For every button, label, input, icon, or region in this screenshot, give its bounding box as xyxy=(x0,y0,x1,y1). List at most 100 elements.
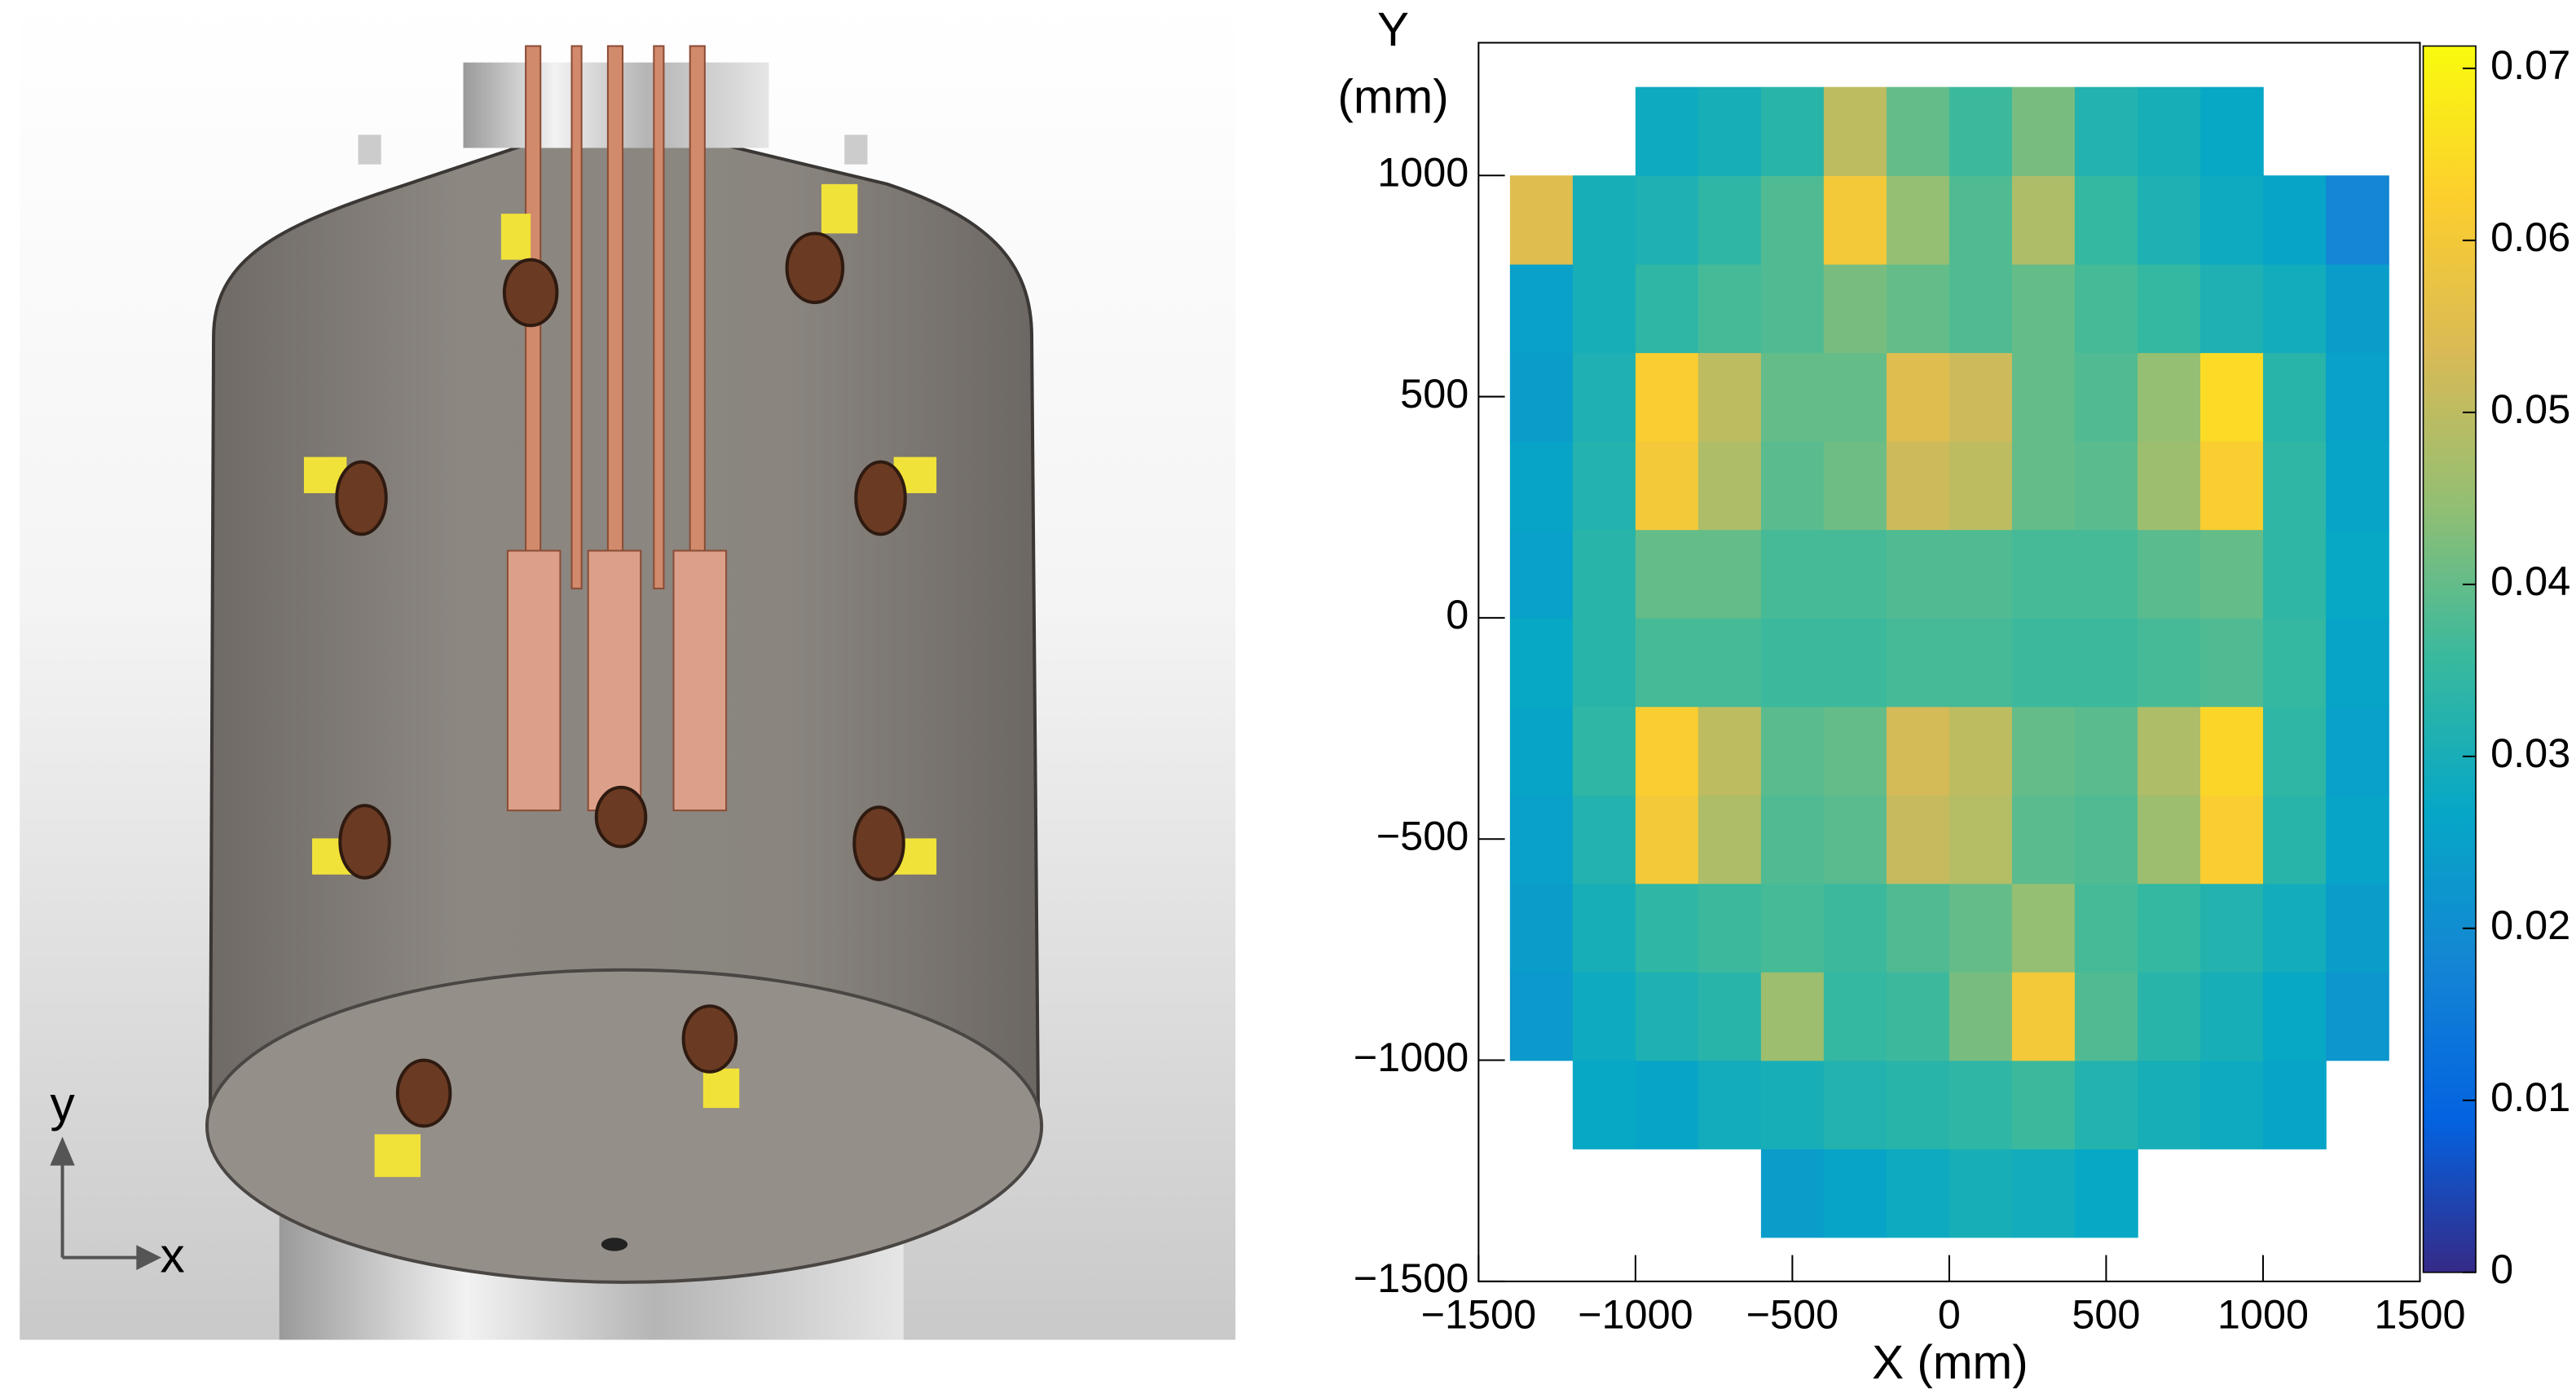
y-axis-title: Y xyxy=(1377,3,1409,56)
pmt-base xyxy=(501,214,531,259)
heatmap-cell xyxy=(2200,352,2264,441)
heatmap-cell xyxy=(2012,972,2076,1061)
render-x-label: x xyxy=(161,1228,185,1283)
heatmap-cell xyxy=(2326,883,2389,972)
heatmap-cell xyxy=(1949,883,2013,972)
heatmap-cell xyxy=(1698,264,1762,353)
heatmap-cell xyxy=(1573,1061,1636,1149)
heatmap-cell xyxy=(1887,264,1950,353)
heatmap-cell xyxy=(2075,618,2138,707)
heatmap-cell xyxy=(1636,441,1699,530)
module xyxy=(508,551,561,811)
heatmap-cell xyxy=(1824,529,1887,618)
heatmap-cell xyxy=(1887,618,1950,707)
heatmap-cell xyxy=(1887,87,1950,176)
heatmap-cell xyxy=(1824,441,1887,530)
heatmap-cell xyxy=(1698,87,1762,176)
colorbar-tick-label: 0.03 xyxy=(2490,730,2570,776)
pmt-base xyxy=(703,1069,739,1108)
heatmap-cell xyxy=(2075,706,2138,795)
x-tick-label: −500 xyxy=(1746,1291,1838,1338)
copper-tubes xyxy=(508,46,726,810)
x-axis-title: X (mm) xyxy=(1872,1336,2028,1389)
pmt-base xyxy=(375,1134,421,1176)
heatmap-cell xyxy=(1510,441,1574,530)
heatmap-cell xyxy=(2200,883,2264,972)
heatmap-cell xyxy=(1573,795,1636,884)
heatmap-cell xyxy=(1698,883,1762,972)
heatmap-cell xyxy=(2200,618,2264,707)
heatmap-cell xyxy=(1761,795,1825,884)
colorbar-tick-label: 0.02 xyxy=(2490,902,2570,948)
heatmap-cell xyxy=(2138,618,2201,707)
heatmap-cell xyxy=(1761,706,1825,795)
heatmap-cell xyxy=(1636,529,1699,618)
heatmap-cell xyxy=(1949,264,2013,353)
pmt xyxy=(340,805,389,878)
heatmap-cell xyxy=(1949,972,2013,1061)
heatmap-cell xyxy=(1573,352,1636,441)
heatmap-cell xyxy=(2200,972,2264,1061)
heatmap-cell xyxy=(1510,706,1574,795)
heatmap-cell xyxy=(2263,175,2327,264)
heatmap-cell xyxy=(2075,1061,2138,1149)
pmt xyxy=(398,1061,451,1127)
pmt xyxy=(597,787,645,847)
heatmap-cell xyxy=(1698,352,1762,441)
heatmap-cell xyxy=(2075,1149,2138,1237)
heatmap-cell xyxy=(1510,175,1574,264)
heatmap-cell xyxy=(2138,972,2201,1061)
heatmap-cell xyxy=(2200,441,2264,530)
heatmap-cell xyxy=(2075,883,2138,972)
heatmap-cell xyxy=(2138,264,2201,353)
heatmap-cell xyxy=(1698,529,1762,618)
heatmap-cell xyxy=(1761,618,1825,707)
heatmap-cell xyxy=(1761,972,1825,1061)
heatmap-cell xyxy=(2138,529,2201,618)
y-tick-label: 1000 xyxy=(1377,149,1469,196)
heatmap-cell xyxy=(1887,1061,1950,1149)
heatmap-cell xyxy=(1573,706,1636,795)
heatmap-cell xyxy=(1887,529,1950,618)
heatmap-cell xyxy=(1824,1061,1887,1149)
heatmap-cell xyxy=(2200,175,2264,264)
colorbar-tick-label: 0.01 xyxy=(2490,1074,2570,1120)
heatmap-cell xyxy=(2138,87,2201,176)
heatmap-cell xyxy=(2138,706,2201,795)
heatmap-cell xyxy=(2075,972,2138,1061)
heatmap-cell xyxy=(2012,706,2076,795)
heatmap-cell xyxy=(2012,352,2076,441)
heatmap-cell xyxy=(2263,529,2327,618)
tube xyxy=(572,46,582,588)
heatmap-cell xyxy=(1510,618,1574,707)
heatmap-cell xyxy=(1510,529,1574,618)
colorbar-tick-label: 0 xyxy=(2490,1246,2513,1292)
heatmap-cell xyxy=(2012,1061,2076,1149)
heatmap-cell xyxy=(2326,175,2389,264)
heatmap-cell xyxy=(1761,883,1825,972)
module xyxy=(588,551,641,811)
heatmap-cell xyxy=(1824,618,1887,707)
drain-hole xyxy=(601,1237,627,1251)
heatmap-cell xyxy=(1698,795,1762,884)
pmt xyxy=(337,462,385,535)
heatmap-cell xyxy=(1949,706,2013,795)
heatmap-cell xyxy=(2263,264,2327,353)
x-tick-label: 1000 xyxy=(2217,1291,2309,1338)
heatmap-cell xyxy=(1636,618,1699,707)
heatmap-cell xyxy=(2200,264,2264,353)
heatmap-cell xyxy=(2326,795,2389,884)
heatmap-cell xyxy=(1949,441,2013,530)
heatmap-cell xyxy=(1636,352,1699,441)
heatmap-cell xyxy=(1761,529,1825,618)
heatmap-cell xyxy=(1573,175,1636,264)
heatmap-cell xyxy=(1636,795,1699,884)
heatmap-cell xyxy=(1761,441,1825,530)
heatmap-cell xyxy=(2263,618,2327,707)
colorbar xyxy=(2424,46,2477,1272)
pmt xyxy=(856,462,905,535)
heatmap-cell xyxy=(1698,175,1762,264)
heatmap-cell xyxy=(2138,1061,2201,1149)
port xyxy=(844,135,867,164)
heatmap-cell xyxy=(1887,972,1950,1061)
